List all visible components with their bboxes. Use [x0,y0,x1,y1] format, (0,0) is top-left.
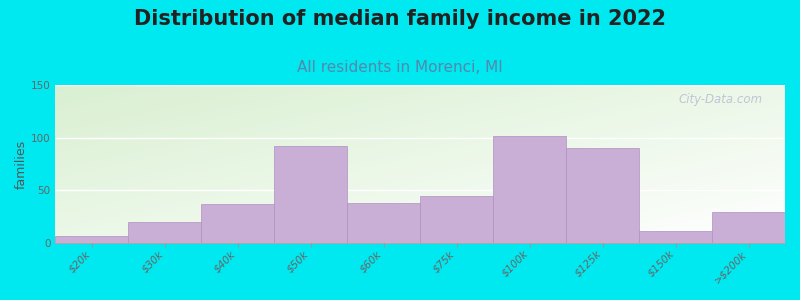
Bar [347,203,420,243]
Y-axis label: families: families [15,140,28,189]
Bar [274,146,347,243]
Bar [55,236,128,243]
Text: Distribution of median family income in 2022: Distribution of median family income in … [134,9,666,29]
Bar [566,148,639,243]
Bar [202,204,274,243]
Bar [128,222,202,243]
Text: All residents in Morenci, MI: All residents in Morenci, MI [297,60,503,75]
Bar [420,196,493,243]
Bar [493,136,566,243]
Bar [712,212,785,243]
Bar [639,230,712,243]
Text: City-Data.com: City-Data.com [679,93,763,106]
